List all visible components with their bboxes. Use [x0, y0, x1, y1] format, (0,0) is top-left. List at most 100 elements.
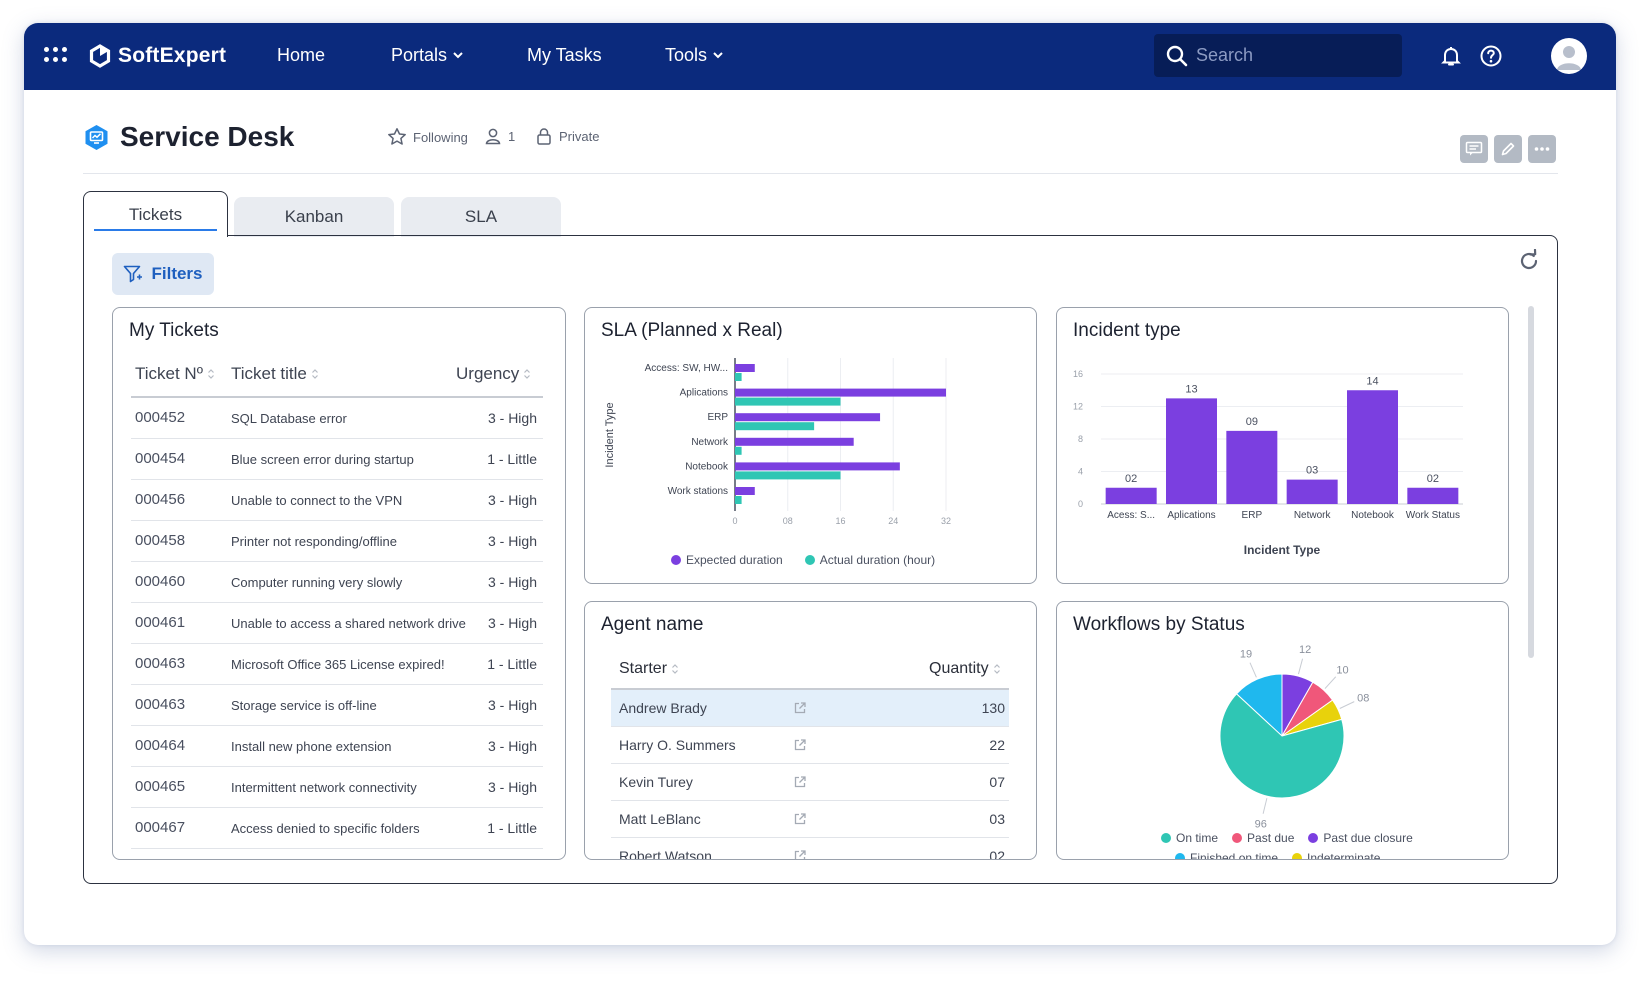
- slice-leader-line: [1339, 701, 1355, 709]
- column-header-quantity[interactable]: Quantity: [929, 660, 1001, 678]
- tab-kanban[interactable]: Kanban: [234, 197, 394, 237]
- bar: [1105, 487, 1157, 504]
- column-header-urgency[interactable]: Urgency: [456, 364, 531, 384]
- ticket-title: Install new phone extension: [231, 739, 392, 754]
- header-actions: [1460, 135, 1556, 163]
- ticket-number: 000465: [135, 778, 186, 795]
- top-navigation-bar: SoftExpert Home Portals My Tasks Tools: [24, 23, 1616, 90]
- column-header-label: Urgency: [456, 364, 520, 383]
- bar: [735, 437, 854, 446]
- workflows-status-card: Workflows by Status 19 12 10 08 96 On time P…: [1056, 601, 1509, 860]
- table-row[interactable]: Robert Watson 02: [611, 838, 1009, 860]
- softexpert-logo[interactable]: SoftExpert: [88, 41, 226, 71]
- user-avatar[interactable]: [1551, 38, 1587, 74]
- legend-swatch: [1161, 833, 1171, 843]
- app-launcher-icon[interactable]: [44, 47, 68, 63]
- column-header-ticket-no[interactable]: Ticket Nº: [135, 364, 215, 384]
- table-row[interactable]: Kevin Turey 07: [611, 764, 1009, 801]
- legend-swatch: [1308, 833, 1319, 843]
- agent-quantity: 22: [989, 737, 1005, 753]
- edit-button[interactable]: [1494, 135, 1522, 163]
- table-row[interactable]: Harry O. Summers 22: [611, 727, 1009, 764]
- x-tick-label: Network: [1294, 510, 1332, 521]
- legend-swatch: [671, 555, 681, 565]
- bar-value-label: 14: [1366, 375, 1378, 387]
- open-link-icon[interactable]: [793, 701, 807, 715]
- agent-quantity: 02: [989, 848, 1005, 860]
- ticket-title: Blue screen error during startup: [231, 452, 414, 467]
- open-link-icon[interactable]: [793, 775, 807, 789]
- sla-chart-card: SLA (Planned x Real) 0 08 16 24 32 Access: SW…: [584, 307, 1037, 584]
- ticket-number: 000463: [135, 655, 186, 672]
- table-row[interactable]: 000463 Storage service is off-line 3 - H…: [131, 685, 543, 726]
- nav-home[interactable]: Home: [277, 45, 325, 66]
- x-tick-label: 16: [835, 516, 845, 526]
- bell-icon[interactable]: [1439, 44, 1463, 68]
- bar: [735, 388, 946, 397]
- slice-leader-line: [1324, 676, 1337, 689]
- legend-label: Past due closure: [1323, 831, 1413, 845]
- table-row[interactable]: 000460 Computer running very slowly 3 - …: [131, 562, 543, 603]
- tab-kanban-label: Kanban: [284, 207, 344, 226]
- table-row[interactable]: 000456 Unable to connect to the VPN 3 - …: [131, 480, 543, 521]
- card-title: Agent name: [601, 614, 704, 635]
- help-icon[interactable]: [1479, 44, 1503, 68]
- table-row[interactable]: 000465 Intermittent network connectivity…: [131, 767, 543, 808]
- legend-swatch: [1175, 853, 1185, 859]
- table-row[interactable]: 000464 Install new phone extension 3 - H…: [131, 726, 543, 767]
- x-tick-label: 0: [732, 516, 737, 526]
- nav-my-tasks[interactable]: My Tasks: [527, 45, 602, 66]
- slice-value-label: 19: [1240, 649, 1252, 661]
- bar-value-label: 02: [1427, 473, 1439, 485]
- page-title: Service Desk: [120, 121, 295, 152]
- tab-tickets[interactable]: Tickets: [83, 191, 228, 237]
- table-row[interactable]: Andrew Brady 130: [611, 690, 1009, 727]
- ticket-title: Access denied to specific folders: [231, 821, 420, 836]
- filters-button[interactable]: Filters: [112, 253, 214, 295]
- chevron-down-icon: [713, 52, 723, 59]
- table-row[interactable]: 000454 Blue screen error during startup …: [131, 439, 543, 480]
- search-box[interactable]: [1154, 34, 1402, 77]
- table-row[interactable]: 000461 Unable to access a shared network…: [131, 603, 543, 644]
- agent-name-card: Agent name Starter Quantity Andrew Brady…: [584, 601, 1037, 860]
- filter-icon: [124, 265, 143, 283]
- table-row[interactable]: 000458 Printer not responding/offline 3 …: [131, 521, 543, 562]
- y-tick-label: 4: [1078, 467, 1083, 477]
- ticket-number: 000458: [135, 532, 186, 549]
- nav-tools[interactable]: Tools: [665, 45, 723, 66]
- table-row[interactable]: 000467 Access denied to specific folders…: [131, 808, 543, 849]
- open-link-icon[interactable]: [793, 849, 807, 860]
- column-header-starter[interactable]: Starter: [619, 660, 679, 678]
- logo-text: SoftExpert: [118, 44, 227, 67]
- table-row[interactable]: 000452 SQL Database error 3 - High: [131, 398, 543, 439]
- follow-toggle[interactable]: Following: [387, 127, 468, 147]
- bar: [735, 471, 841, 480]
- vertical-scrollbar[interactable]: [1528, 306, 1534, 658]
- slice-value-label: 08: [1357, 692, 1369, 704]
- bar: [735, 413, 881, 422]
- slice-value-label: 10: [1336, 664, 1348, 676]
- ticket-urgency: 3 - High: [487, 697, 537, 713]
- nav-portals[interactable]: Portals: [391, 45, 463, 66]
- open-link-icon[interactable]: [793, 812, 807, 826]
- comments-button[interactable]: [1460, 135, 1488, 163]
- column-header-ticket-title[interactable]: Ticket title: [231, 364, 319, 384]
- bar: [735, 496, 742, 504]
- bar: [735, 487, 755, 495]
- y-tick-label: 0: [1078, 499, 1083, 509]
- legend-label: Expected duration: [686, 553, 783, 567]
- legend-label: Past due: [1247, 831, 1295, 845]
- agent-name: Andrew Brady: [619, 700, 707, 716]
- more-options-button[interactable]: [1528, 135, 1556, 163]
- incident-type-bar-chart: 0 4 8 12 16 02 Acess: S... 13 Aplications 09 ERP 03…: [1073, 369, 1463, 557]
- refresh-icon[interactable]: [1517, 249, 1541, 273]
- open-link-icon[interactable]: [793, 738, 807, 752]
- legend-item-past-due-closure: Past due closure: [1308, 831, 1413, 845]
- search-input[interactable]: [1196, 45, 1386, 66]
- members-count[interactable]: 1: [484, 127, 515, 145]
- tab-sla[interactable]: SLA: [401, 197, 561, 237]
- table-row[interactable]: Matt LeBlanc 03: [611, 801, 1009, 838]
- table-row[interactable]: 000463 Microsoft Office 365 License expi…: [131, 644, 543, 685]
- bar: [1286, 479, 1338, 504]
- pencil-icon: [1501, 142, 1515, 156]
